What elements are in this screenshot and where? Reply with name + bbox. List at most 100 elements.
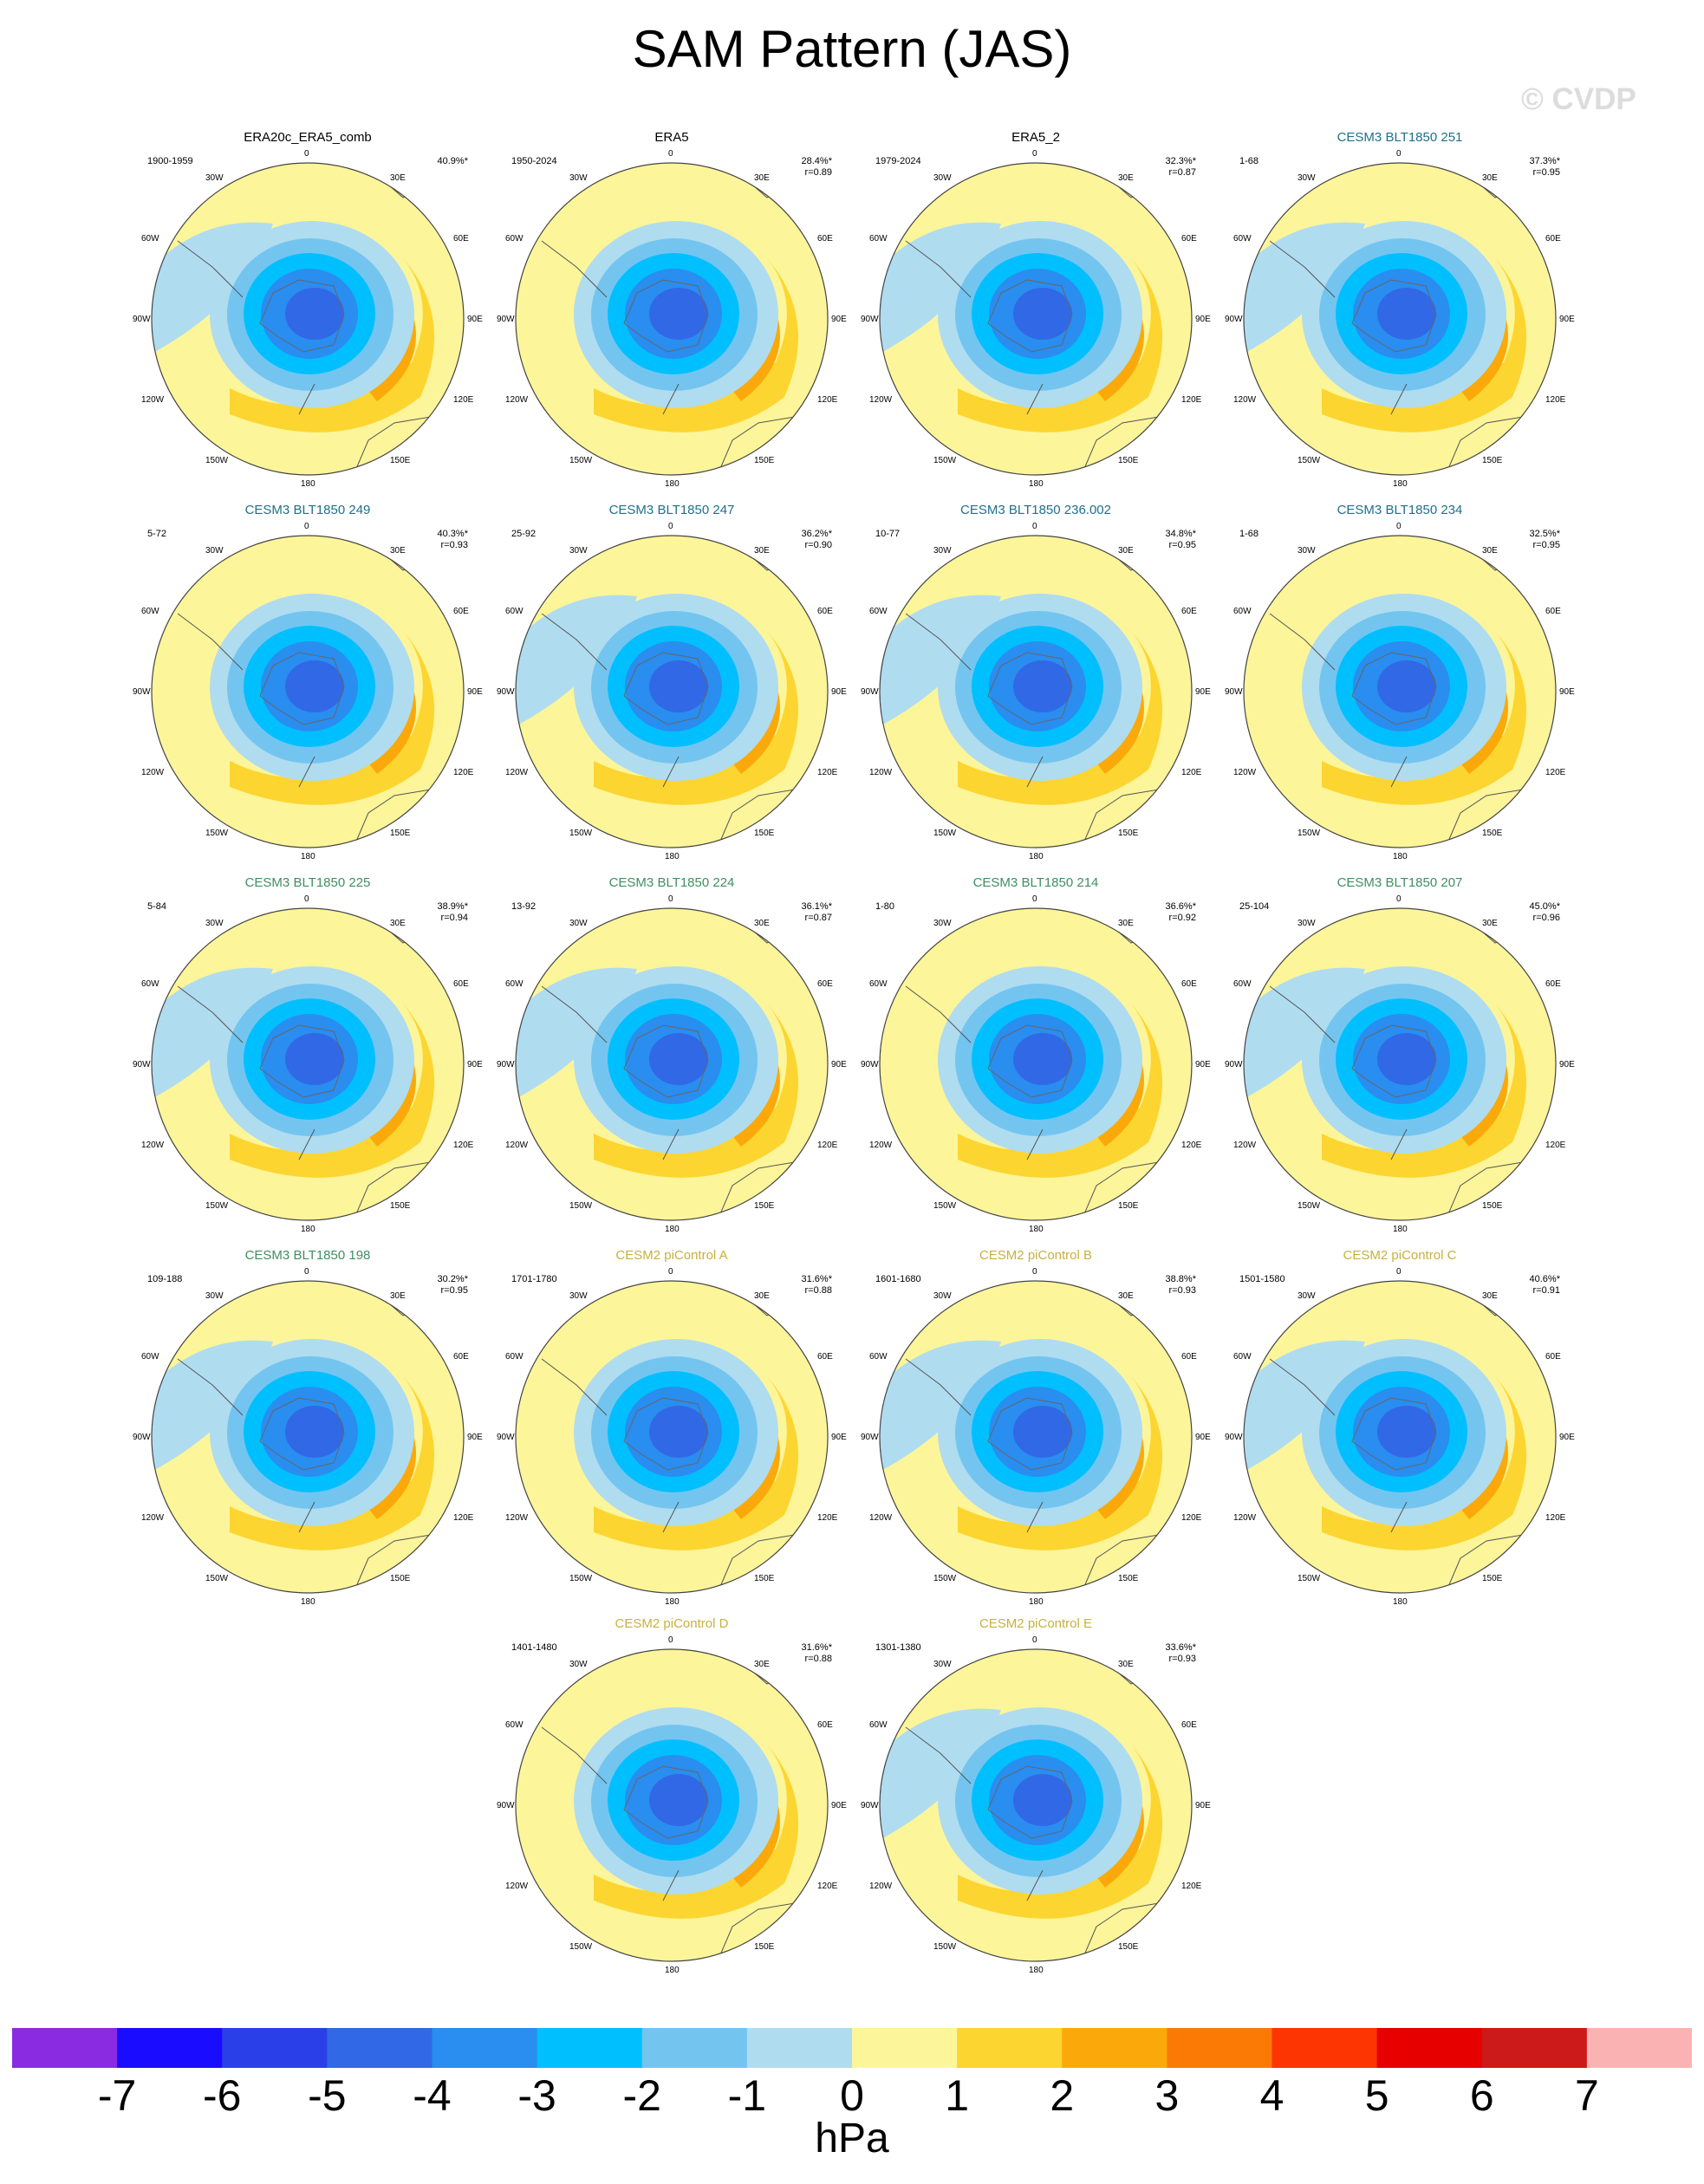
- map-field: [1244, 163, 1556, 475]
- negative-anomaly-core: [285, 660, 344, 712]
- map-panel: CESM3 BLT1850 225 5-84 38.9%* r=0.94 0 180 30W…: [133, 875, 483, 1239]
- longitude-label: 30E: [754, 1660, 770, 1669]
- longitude-label: 30W: [205, 546, 224, 556]
- longitude-label: 90W: [497, 315, 515, 324]
- colorbar-tick-label: -7: [97, 2071, 137, 2120]
- colorbar: [12, 2028, 1692, 2068]
- colorbar-tick-label: -3: [517, 2071, 556, 2120]
- map-field: [516, 536, 828, 848]
- longitude-label: 30W: [205, 919, 224, 928]
- longitude-label: 120W: [505, 768, 529, 777]
- longitude-label: 0: [1396, 149, 1402, 159]
- south-america-coastline: [177, 240, 244, 298]
- polar-map: [1243, 907, 1557, 1221]
- longitude-label: 90W: [133, 687, 151, 697]
- colorbar-tick-label: -5: [308, 2071, 347, 2120]
- colorbar-segment: [222, 2028, 328, 2068]
- map-panel: CESM3 BLT1850 198 109-188 30.2%* r=0.95 0 180…: [133, 1248, 483, 1612]
- map-panel: CESM3 BLT1850 224 13-92 36.1%* r=0.87 0 180 30…: [497, 875, 847, 1239]
- longitude-label: 90E: [831, 1801, 847, 1810]
- longitude-label: 150W: [933, 456, 957, 465]
- longitude-label: 30E: [1482, 173, 1498, 183]
- new-zealand-coastline: [1026, 1501, 1044, 1533]
- colorbar-segment: [1167, 2028, 1272, 2068]
- panel-period: 1-68: [1239, 529, 1259, 539]
- longitude-label: 150E: [390, 829, 411, 838]
- longitude-label: 120W: [869, 768, 893, 777]
- antarctica-coastline: [1351, 279, 1437, 353]
- map-border: [151, 907, 465, 1221]
- map-border: [515, 535, 829, 848]
- longitude-label: 150E: [1118, 829, 1139, 838]
- polar-map: [515, 1648, 829, 1962]
- longitude-label: 90W: [861, 1433, 879, 1442]
- longitude-label: 90W: [861, 687, 879, 697]
- longitude-label: 60E: [453, 607, 469, 616]
- longitude-label: 150W: [569, 456, 593, 465]
- longitude-label: 150E: [754, 1942, 775, 1952]
- longitude-label: 120E: [453, 768, 474, 777]
- polar-map: [1243, 535, 1557, 848]
- panel-title: CESM3 BLT1850 214: [972, 875, 1099, 890]
- panel-stats: 36.6%* r=0.92: [1166, 901, 1196, 924]
- longitude-label: 120W: [505, 1882, 529, 1891]
- map-field: [880, 1281, 1192, 1593]
- longitude-label: 30W: [933, 919, 952, 928]
- longitude-label: 180: [1393, 852, 1408, 861]
- colorbar-tick-label: 3: [1154, 2071, 1180, 2120]
- panel-variance-pct: 32.3%*: [1165, 156, 1196, 166]
- australia-coastline: [1447, 786, 1539, 844]
- negative-anomaly-core: [285, 1033, 344, 1085]
- negative-anomaly-core: [1013, 1406, 1072, 1458]
- antarctica-coastline: [623, 652, 709, 725]
- longitude-label: 90W: [133, 1060, 151, 1069]
- colorbar-tick-label: 0: [840, 2071, 864, 2120]
- panel-pattern-correlation: r=0.88: [804, 1285, 833, 1296]
- panel-stats: 37.3%* r=0.95: [1530, 156, 1560, 179]
- south-america-coastline: [177, 613, 244, 671]
- longitude-label: 60E: [817, 607, 833, 616]
- panel-variance-pct: 37.3%*: [1529, 156, 1560, 166]
- longitude-label: 120W: [869, 1513, 893, 1523]
- longitude-label: 120E: [1545, 1513, 1566, 1523]
- longitude-label: 60E: [1545, 234, 1561, 244]
- panel-variance-pct: 40.6%*: [1529, 1274, 1560, 1284]
- colorbar-segment: [12, 2028, 118, 2068]
- colorbar-tick-label: 6: [1469, 2071, 1494, 2120]
- longitude-label: 30E: [1118, 1660, 1134, 1669]
- longitude-label: 150E: [754, 829, 775, 838]
- australia-coastline: [354, 413, 447, 471]
- map-border: [879, 1280, 1193, 1594]
- longitude-label: 150W: [569, 1574, 593, 1583]
- longitude-label: 180: [665, 1225, 680, 1234]
- panel-variance-pct: 38.8%*: [1165, 1274, 1196, 1284]
- new-zealand-coastline: [298, 383, 315, 415]
- antarctica-coastline: [623, 1765, 709, 1839]
- longitude-label: 60E: [1181, 607, 1197, 616]
- longitude-label: 30W: [933, 1660, 952, 1669]
- longitude-label: 0: [668, 522, 673, 531]
- longitude-label: 150E: [1118, 1574, 1139, 1583]
- longitude-label: 120E: [453, 1513, 474, 1523]
- longitude-label: 0: [668, 894, 673, 904]
- longitude-label: 60W: [505, 607, 524, 616]
- negative-anomaly-core: [1013, 1774, 1072, 1826]
- longitude-label: 60E: [1181, 234, 1197, 244]
- map-field: [880, 908, 1192, 1220]
- australia-coastline: [1083, 1900, 1175, 1958]
- longitude-label: 60W: [869, 234, 888, 244]
- longitude-label: 150W: [933, 1942, 957, 1952]
- longitude-label: 120E: [1545, 1141, 1566, 1150]
- map-field: [1244, 536, 1556, 848]
- new-zealand-coastline: [662, 756, 680, 788]
- new-zealand-coastline: [298, 1501, 315, 1533]
- longitude-label: 30W: [1298, 1291, 1316, 1301]
- longitude-label: 90E: [1559, 1433, 1575, 1442]
- longitude-label: 0: [304, 1267, 309, 1277]
- panel-title: CESM3 BLT1850 236.002: [959, 503, 1111, 517]
- antarctica-coastline: [623, 1024, 709, 1098]
- new-zealand-coastline: [1390, 1501, 1408, 1533]
- longitude-label: 150W: [205, 456, 229, 465]
- new-zealand-coastline: [298, 756, 315, 788]
- panel-title: CESM3 BLT1850 224: [608, 875, 735, 890]
